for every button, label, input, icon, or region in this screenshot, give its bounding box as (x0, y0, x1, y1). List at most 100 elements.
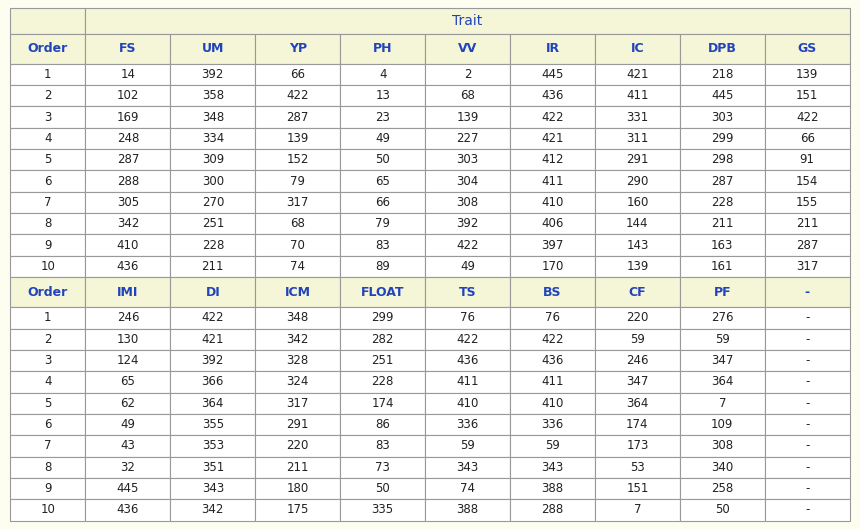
Bar (680, 478, 765, 499)
Bar (595, 106, 680, 128)
Bar (10, 371, 85, 393)
Bar (341, 213, 425, 234)
Bar (10, 128, 85, 149)
Text: 139: 139 (457, 111, 479, 124)
Text: 53: 53 (630, 461, 645, 473)
Text: 282: 282 (372, 333, 394, 345)
Bar (85, 256, 170, 277)
Text: 154: 154 (796, 175, 819, 188)
Bar (510, 64, 595, 85)
Bar (765, 393, 850, 414)
Bar (510, 371, 595, 393)
Bar (680, 329, 765, 350)
Bar (85, 8, 850, 34)
Text: 8: 8 (44, 461, 52, 473)
Text: 308: 308 (711, 440, 734, 452)
Text: 246: 246 (626, 354, 648, 367)
Text: 348: 348 (286, 312, 309, 324)
Text: 23: 23 (375, 111, 390, 124)
Text: 228: 228 (711, 196, 734, 209)
Text: FS: FS (120, 42, 137, 55)
Text: 6: 6 (44, 418, 52, 431)
Bar (10, 393, 85, 414)
Bar (680, 106, 765, 128)
Text: 1: 1 (44, 68, 52, 81)
Bar (425, 457, 510, 478)
Bar (680, 34, 765, 64)
Text: 83: 83 (375, 239, 390, 252)
Bar (10, 192, 85, 213)
Text: 228: 228 (201, 239, 224, 252)
Text: 287: 287 (286, 111, 309, 124)
Text: 298: 298 (711, 153, 734, 166)
Bar (680, 149, 765, 170)
Text: 276: 276 (711, 312, 734, 324)
Bar (255, 277, 341, 307)
Bar (255, 34, 341, 64)
Text: 304: 304 (457, 175, 479, 188)
Text: 328: 328 (286, 354, 309, 367)
Bar (170, 478, 255, 499)
Text: 218: 218 (711, 68, 734, 81)
Bar (510, 170, 595, 192)
Text: 83: 83 (375, 440, 390, 452)
Text: 309: 309 (202, 153, 224, 166)
Bar (765, 256, 850, 277)
Text: 144: 144 (626, 217, 648, 230)
Bar (170, 371, 255, 393)
Text: -: - (805, 482, 809, 495)
Text: -: - (805, 461, 809, 473)
Bar (85, 350, 170, 371)
Text: 151: 151 (796, 89, 819, 102)
Text: 305: 305 (117, 196, 139, 209)
Text: DPB: DPB (708, 42, 737, 55)
Text: 288: 288 (541, 504, 563, 516)
Text: 89: 89 (375, 260, 390, 273)
Text: 9: 9 (44, 239, 52, 252)
Bar (765, 478, 850, 499)
Text: 66: 66 (800, 132, 814, 145)
Bar (425, 350, 510, 371)
Bar (85, 170, 170, 192)
Text: 248: 248 (117, 132, 139, 145)
Text: 4: 4 (379, 68, 386, 81)
Bar (341, 128, 425, 149)
Text: 62: 62 (120, 397, 135, 409)
Text: 355: 355 (202, 418, 224, 431)
Bar (510, 34, 595, 64)
Bar (255, 414, 341, 435)
Bar (765, 34, 850, 64)
Text: 287: 287 (117, 153, 139, 166)
Bar (10, 64, 85, 85)
Bar (765, 192, 850, 213)
Bar (765, 170, 850, 192)
Bar (85, 499, 170, 521)
Bar (425, 435, 510, 457)
Bar (170, 64, 255, 85)
Text: 109: 109 (711, 418, 734, 431)
Text: 343: 343 (541, 461, 563, 473)
Bar (10, 234, 85, 256)
Text: 340: 340 (711, 461, 734, 473)
Text: 364: 364 (201, 397, 224, 409)
Text: 421: 421 (201, 333, 224, 345)
Text: ICM: ICM (285, 286, 310, 299)
Bar (595, 192, 680, 213)
Text: 411: 411 (457, 376, 479, 388)
Text: 174: 174 (372, 397, 394, 409)
Bar (85, 329, 170, 350)
Text: 2: 2 (44, 333, 52, 345)
Bar (510, 234, 595, 256)
Bar (255, 499, 341, 521)
Text: 317: 317 (286, 196, 309, 209)
Bar (341, 393, 425, 414)
Text: 411: 411 (626, 89, 648, 102)
Bar (425, 414, 510, 435)
Bar (10, 350, 85, 371)
Text: 10: 10 (40, 260, 55, 273)
Bar (170, 256, 255, 277)
Bar (170, 170, 255, 192)
Text: 392: 392 (201, 68, 224, 81)
Bar (510, 414, 595, 435)
Text: 311: 311 (626, 132, 648, 145)
